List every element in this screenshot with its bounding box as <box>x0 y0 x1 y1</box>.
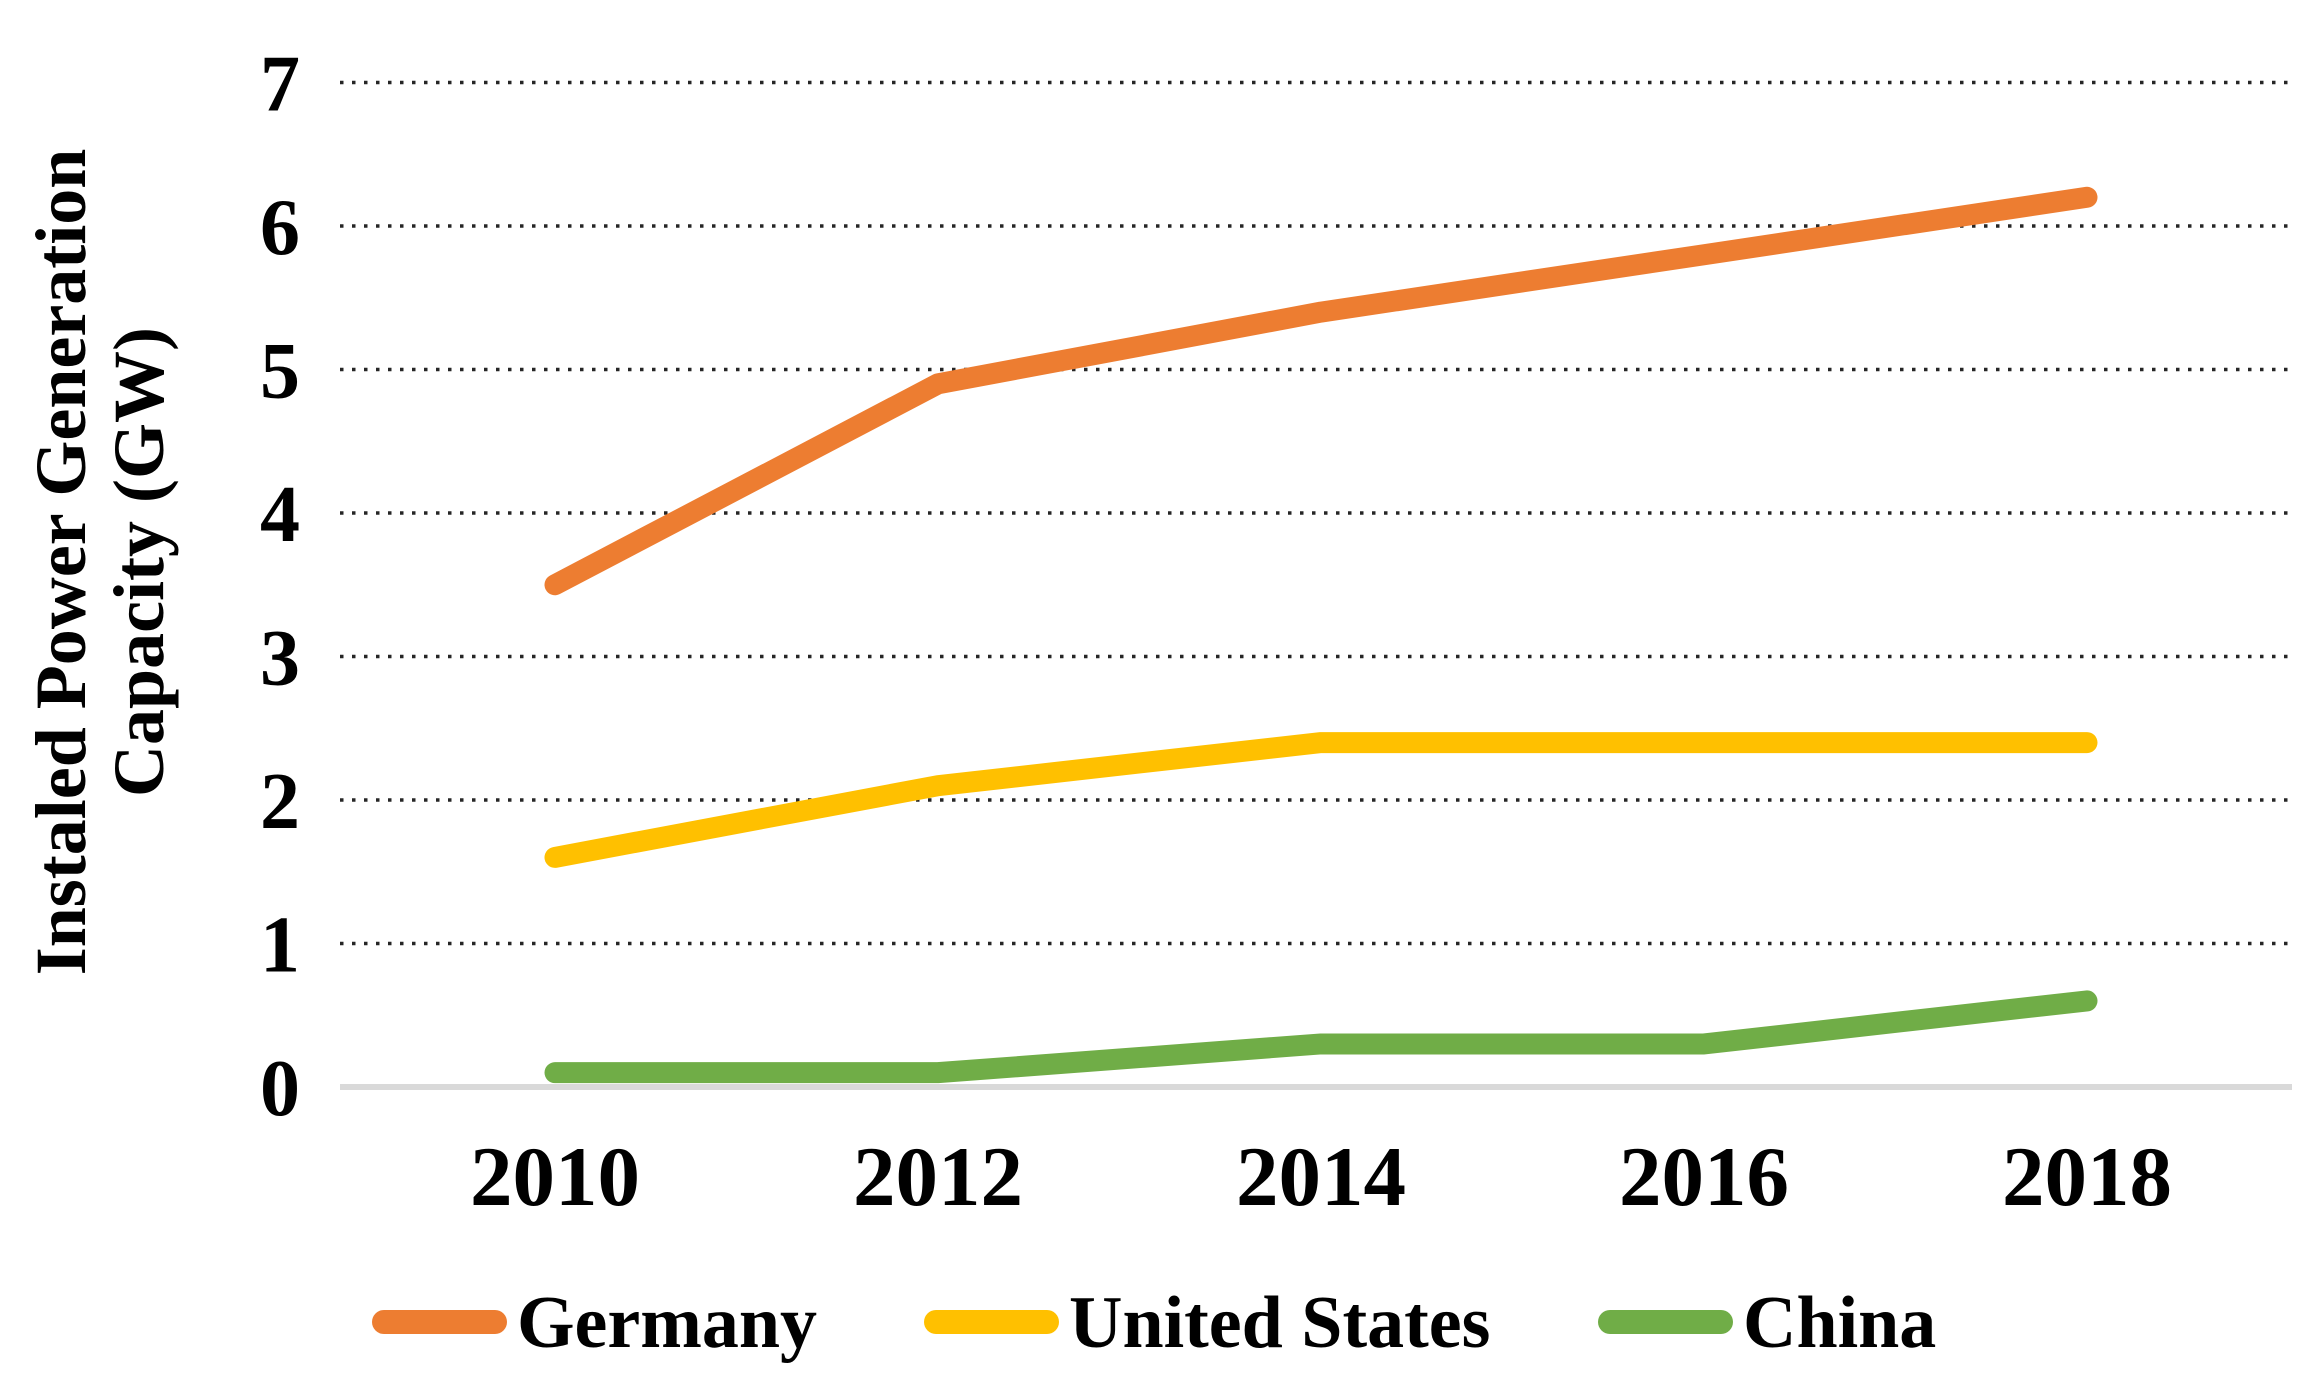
x-tick-label-2012: 2012 <box>853 1130 1023 1224</box>
x-tick-label-2010: 2010 <box>470 1130 640 1224</box>
y-axis-title: Instaled Power Generation Capacity (GW) <box>21 149 179 976</box>
legend-label-china: China <box>1743 1282 1936 1364</box>
y-tick-label-7: 7 <box>260 41 300 129</box>
legend-item-germany: Germany <box>372 1282 817 1364</box>
series-line-united-states <box>544 732 2098 868</box>
x-tick-label-2018: 2018 <box>2002 1130 2172 1224</box>
y-tick-label-1: 1 <box>260 902 300 990</box>
y-tick-label-5: 5 <box>260 328 300 416</box>
y-tick-label-2: 2 <box>260 758 300 846</box>
y-tick-label-3: 3 <box>260 615 300 703</box>
y-axis-title-line2: Capacity (GW) <box>99 327 179 797</box>
y-tick-label-6: 6 <box>260 184 300 272</box>
legend-label-germany: Germany <box>517 1282 817 1364</box>
y-tick-label-0: 0 <box>260 1045 300 1133</box>
legend-label-united-states: United States <box>1069 1282 1490 1364</box>
series-line-china <box>544 990 2098 1084</box>
series-line-germany <box>544 186 2098 596</box>
legend-item-china: China <box>1598 1282 1936 1364</box>
gridlines-group <box>340 80 2292 946</box>
legend: Germany United States China <box>372 1282 1936 1364</box>
x-tick-label-2016: 2016 <box>1619 1130 1789 1224</box>
x-tick-label-2014: 2014 <box>1236 1130 1406 1224</box>
y-tick-label-4: 4 <box>260 471 300 559</box>
legend-item-united-states: United States <box>924 1282 1490 1364</box>
series-group <box>544 186 2098 1084</box>
y-axis-title-line1: Instaled Power Generation <box>21 149 101 976</box>
tick-labels-group: 0 1 2 3 4 5 6 7 2010 2012 2014 2016 2018 <box>260 41 2172 1225</box>
